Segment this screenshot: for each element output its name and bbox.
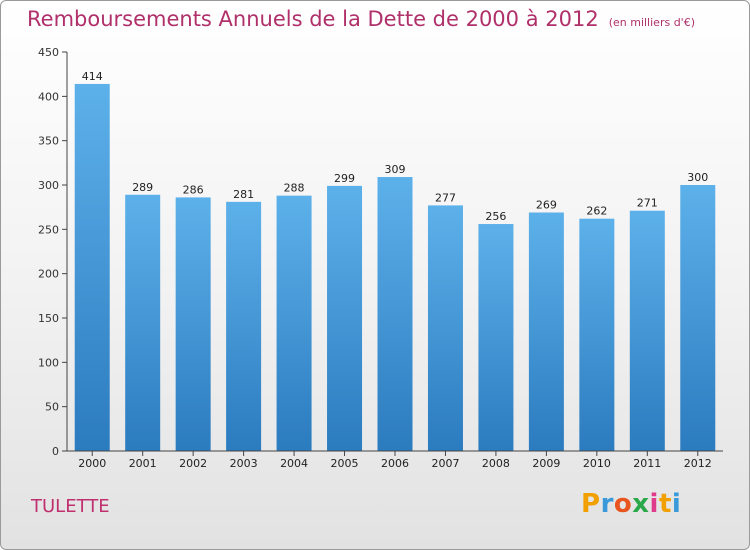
y-tick-label: 0 [52, 445, 59, 458]
bar [478, 224, 514, 451]
bar [427, 205, 463, 451]
bar [125, 194, 161, 451]
logo-letter: t [658, 489, 672, 519]
x-tick-label: 2005 [331, 457, 359, 470]
x-tick-label: 2003 [230, 457, 258, 470]
logo-letter: i [671, 489, 682, 519]
y-tick-label: 50 [45, 401, 59, 414]
x-tick-label: 2007 [431, 457, 459, 470]
title-unit: (en milliers d'€) [608, 16, 695, 29]
x-tick-label: 2000 [78, 457, 106, 470]
x-tick-label: 2001 [129, 457, 157, 470]
logo-letter: r [600, 489, 614, 519]
bar [377, 177, 413, 451]
bar [629, 210, 665, 451]
bar-value-label: 286 [183, 183, 204, 196]
x-tick-label: 2012 [684, 457, 712, 470]
value-labels: 414 289 286 281 288 299 309 277 256 269 262 271 300 [82, 70, 709, 223]
x-tick-label: 2006 [381, 457, 409, 470]
bar-value-label: 309 [385, 163, 406, 176]
x-tick-label: 2011 [633, 457, 661, 470]
x-axis: 2000 2001 2002 2003 2004 2005 2006 2007 2008 2009… [67, 450, 723, 470]
y-tick-label: 400 [38, 90, 59, 103]
y-tick-label: 450 [38, 46, 59, 59]
y-axis: 0 50 100 150 200 250 300 350 400 450 [38, 46, 68, 458]
logo-letter: o [613, 489, 633, 519]
bar [226, 201, 262, 451]
y-tick-label: 300 [38, 179, 59, 192]
bar [680, 185, 716, 451]
logo-letter: P [581, 489, 601, 519]
bar-value-label: 288 [284, 182, 305, 195]
y-tick-label: 200 [38, 268, 59, 281]
bar [528, 212, 564, 451]
bar-value-label: 300 [687, 171, 708, 184]
y-tick-label: 150 [38, 312, 59, 325]
bar-value-label: 256 [485, 210, 506, 223]
title-main: Remboursements Annuels de la Dette de 20… [27, 7, 599, 31]
bar [579, 218, 615, 451]
bar-value-label: 299 [334, 172, 355, 185]
bar [327, 185, 363, 452]
y-tick-label: 350 [38, 135, 59, 148]
x-tick-label: 2010 [583, 457, 611, 470]
bars-group [74, 83, 716, 452]
proxiti-logo: Proxiti [581, 489, 681, 519]
x-tick-label: 2009 [532, 457, 560, 470]
bar-value-label: 269 [536, 198, 557, 211]
x-tick-label: 2004 [280, 457, 308, 470]
bar-value-label: 281 [233, 188, 254, 201]
bar [175, 197, 211, 451]
bar-value-label: 262 [586, 205, 607, 218]
bar [74, 83, 110, 452]
chart-title: Remboursements Annuels de la Dette de 20… [27, 7, 695, 31]
commune-name: TULETTE [31, 496, 110, 517]
x-tick-label: 2008 [482, 457, 510, 470]
bar-value-label: 271 [637, 197, 658, 210]
bar [276, 195, 312, 451]
logo-letter: i [649, 489, 659, 519]
bar-value-label: 289 [132, 181, 153, 194]
bar-value-label: 414 [82, 70, 103, 83]
x-tick-label: 2002 [179, 457, 207, 470]
y-tick-label: 250 [38, 223, 59, 236]
logo-letter: x [632, 489, 650, 519]
y-tick-label: 100 [38, 356, 59, 369]
bar-value-label: 277 [435, 191, 456, 204]
